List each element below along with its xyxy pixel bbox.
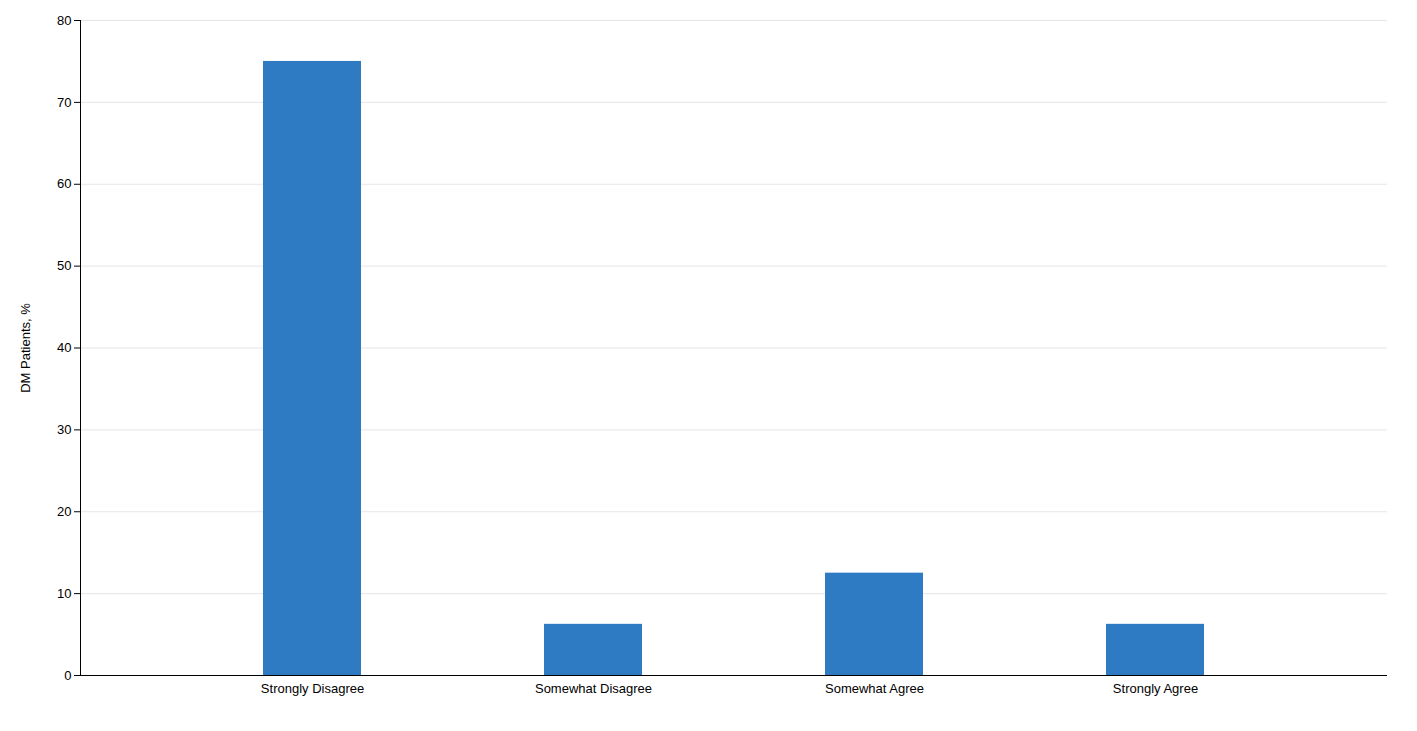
svg-text:20: 20	[57, 504, 71, 519]
svg-text:50: 50	[57, 258, 71, 273]
svg-text:40: 40	[57, 340, 71, 355]
svg-text:0: 0	[64, 668, 71, 683]
svg-text:10: 10	[57, 586, 71, 601]
svg-text:DM Patients, %: DM Patients, %	[18, 303, 33, 393]
svg-text:Strongly Disagree: Strongly Disagree	[261, 681, 364, 696]
svg-text:Somewhat Disagree: Somewhat Disagree	[535, 681, 652, 696]
svg-text:Somewhat Agree: Somewhat Agree	[825, 681, 924, 696]
svg-text:30: 30	[57, 422, 71, 437]
svg-text:70: 70	[57, 95, 71, 110]
svg-text:60: 60	[57, 176, 71, 191]
svg-text:Strongly Agree: Strongly Agree	[1113, 681, 1198, 696]
svg-text:80: 80	[57, 13, 71, 28]
